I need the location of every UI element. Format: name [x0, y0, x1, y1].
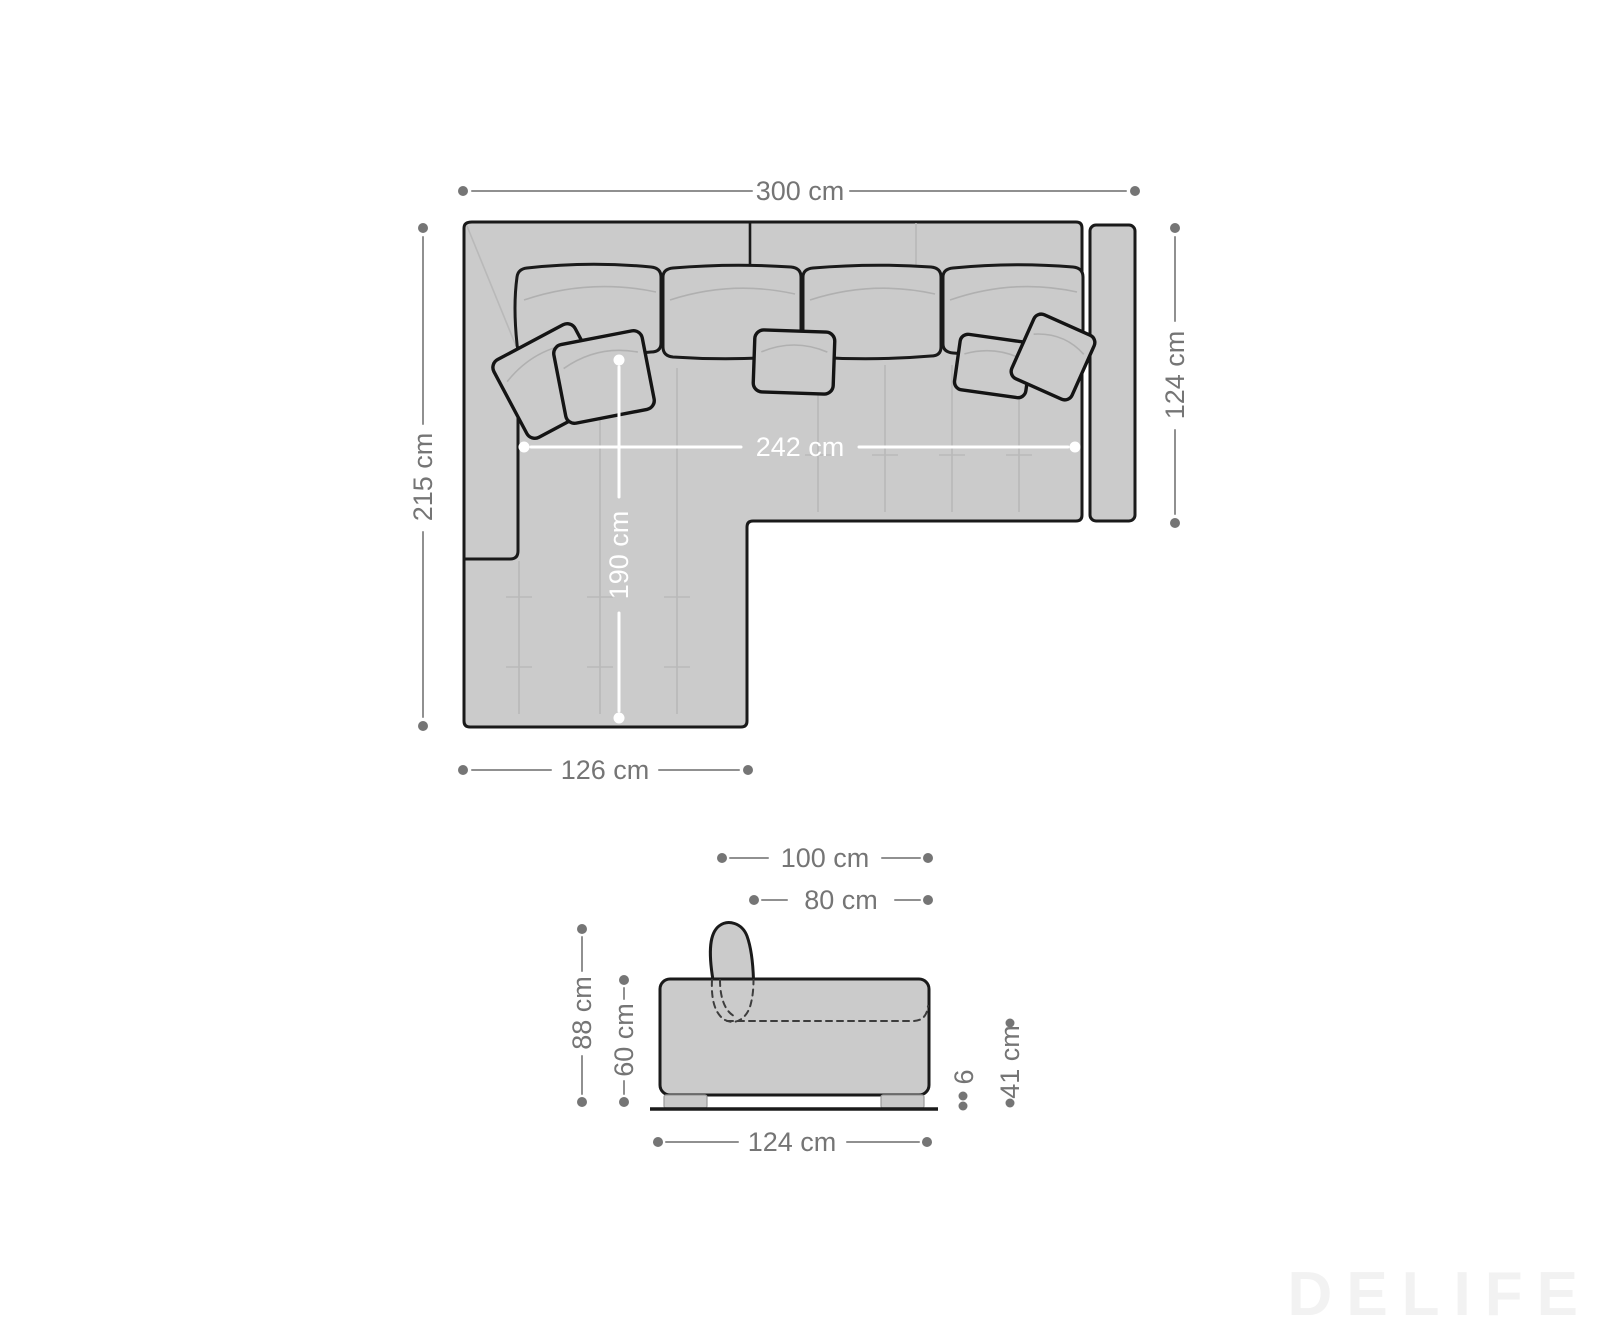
pillow-right-outer [1009, 312, 1097, 402]
dim-side-seat-height-label: 41 cm [995, 1025, 1025, 1099]
dim-right-depth-label: 124 cm [1160, 331, 1190, 420]
corner-seam-line [466, 225, 517, 347]
dim-side-seat-depth-label: 80 cm [804, 885, 878, 915]
dim-side-overall-height: 88 cm [567, 924, 597, 1107]
chaise-seat-seams [506, 368, 690, 714]
dim-side-seat-depth: 80 cm [749, 885, 933, 915]
dim-side-seat-height: 41 cm [995, 1018, 1025, 1108]
dim-side-body-height: 60 cm [609, 975, 639, 1107]
decor-pillows [491, 312, 1097, 440]
side-hidden-lines [710, 979, 929, 1023]
dim-side-overall-height-label: 88 cm [567, 976, 597, 1050]
dim-chaise-width: 126 cm [458, 755, 753, 785]
dim-side-leg-height: 6 [949, 1069, 979, 1111]
dim-chaise-inner-depth-label: 190 cm [604, 511, 634, 600]
dim-chaise-inner-depth: 190 cm [604, 354, 634, 724]
side-backrest-cushion [708, 921, 755, 982]
dim-inner-width-label: 242 cm [756, 432, 845, 462]
dim-right-depth: 124 cm [1160, 223, 1190, 528]
dim-side-base-depth: 124 cm [653, 1127, 932, 1157]
pillow-middle [751, 328, 837, 396]
dim-overall-depth-label: 215 cm [408, 433, 438, 522]
dim-overall-depth: 215 cm [408, 223, 438, 731]
dim-side-base-depth-label: 124 cm [748, 1127, 837, 1157]
right-armrest [1088, 223, 1137, 523]
dim-overall-width: 300 cm [458, 176, 1140, 206]
dim-side-body-height-label: 60 cm [609, 1003, 639, 1077]
side-sofa-body [658, 977, 931, 1097]
dim-side-overall-depth: 100 cm [717, 843, 933, 873]
dim-side-leg-height-label: 6 [949, 1069, 979, 1084]
top-view-diagram: 300 cm 215 cm 124 cm 126 cm [408, 176, 1190, 785]
watermark-logo: DELIFE [1288, 1260, 1592, 1329]
left-armrest-inner-line [463, 347, 520, 561]
side-leg-left [663, 1094, 708, 1109]
dim-side-overall-depth-label: 100 cm [781, 843, 870, 873]
dim-overall-width-label: 300 cm [756, 176, 845, 206]
pillow-left-inner [552, 329, 656, 425]
side-view-diagram: 100 cm 80 cm 88 cm 60 cm 124 [567, 843, 1025, 1157]
dim-inner-width: 242 cm [518, 432, 1081, 462]
dim-chaise-width-label: 126 cm [561, 755, 650, 785]
side-leg-right [880, 1094, 925, 1109]
